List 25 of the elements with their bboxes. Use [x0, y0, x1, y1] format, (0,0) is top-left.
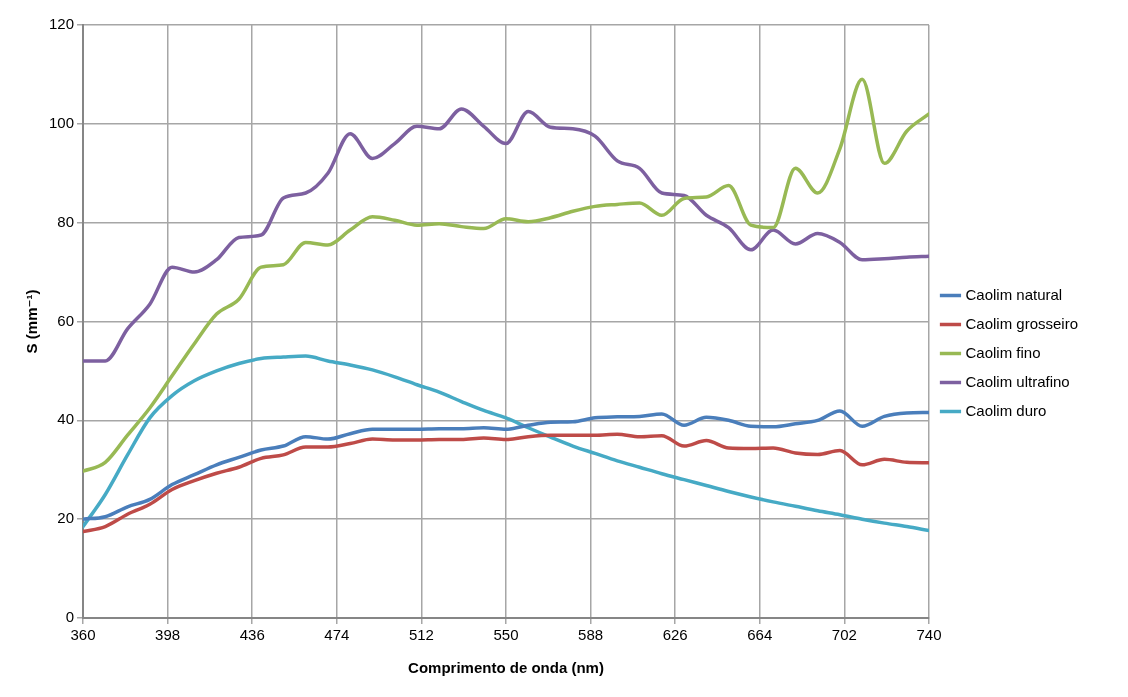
y-tick-label: 100 [49, 113, 75, 131]
legend-label: Caolim natural [965, 285, 1063, 303]
x-tick-label: 702 [831, 626, 857, 644]
y-tick-label: 20 [57, 509, 75, 527]
x-tick-label: 512 [408, 626, 434, 644]
legend-label: Caolim ultrafino [965, 372, 1070, 390]
y-tick-label: 80 [57, 212, 75, 230]
y-tick-label: 40 [57, 410, 75, 428]
legend-label: Caolim grosseiro [965, 314, 1079, 332]
y-tick-label: 0 [65, 608, 75, 626]
x-axis-title: Comprimento de onda (nm) [408, 659, 604, 677]
y-tick-label: 60 [57, 311, 75, 329]
x-tick-label: 626 [662, 626, 688, 644]
legend-label: Caolim duro [965, 401, 1047, 419]
x-tick-label: 474 [324, 626, 350, 644]
x-tick-label: 398 [155, 626, 181, 644]
x-tick-label: 664 [747, 626, 773, 644]
x-tick-label: 436 [239, 626, 265, 644]
x-tick-label: 588 [578, 626, 604, 644]
x-tick-label: 740 [916, 626, 942, 644]
x-tick-label: 360 [70, 626, 96, 644]
x-tick-label: 550 [493, 626, 519, 644]
legend-label: Caolim fino [965, 343, 1041, 361]
y-axis-title: S (mm⁻¹) [23, 289, 41, 354]
y-tick-label: 120 [49, 15, 75, 33]
